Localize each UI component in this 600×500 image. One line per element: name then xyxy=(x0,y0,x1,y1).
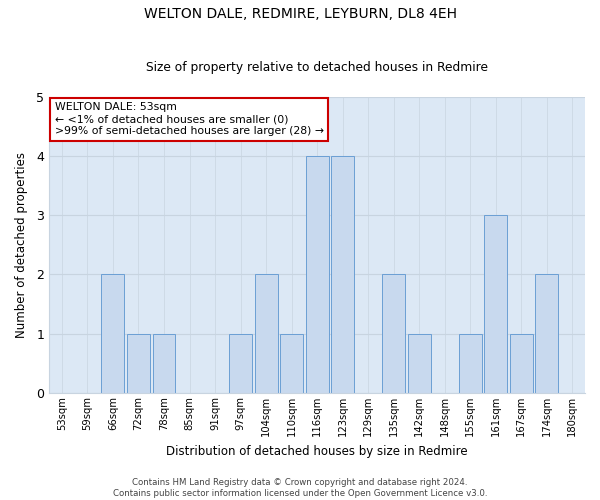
Bar xyxy=(305,156,329,393)
Bar xyxy=(254,274,278,393)
Bar xyxy=(407,334,431,393)
Bar xyxy=(229,334,252,393)
Bar xyxy=(535,274,558,393)
Bar xyxy=(280,334,303,393)
Text: Contains HM Land Registry data © Crown copyright and database right 2024.
Contai: Contains HM Land Registry data © Crown c… xyxy=(113,478,487,498)
Bar xyxy=(127,334,150,393)
Text: WELTON DALE, REDMIRE, LEYBURN, DL8 4EH: WELTON DALE, REDMIRE, LEYBURN, DL8 4EH xyxy=(143,8,457,22)
X-axis label: Distribution of detached houses by size in Redmire: Distribution of detached houses by size … xyxy=(166,444,468,458)
Bar xyxy=(382,274,405,393)
Bar xyxy=(510,334,533,393)
Bar xyxy=(101,274,124,393)
Bar xyxy=(152,334,175,393)
Bar xyxy=(459,334,482,393)
Y-axis label: Number of detached properties: Number of detached properties xyxy=(15,152,28,338)
Text: WELTON DALE: 53sqm
← <1% of detached houses are smaller (0)
>99% of semi-detache: WELTON DALE: 53sqm ← <1% of detached hou… xyxy=(55,102,323,136)
Title: Size of property relative to detached houses in Redmire: Size of property relative to detached ho… xyxy=(146,62,488,74)
Bar xyxy=(484,215,507,393)
Bar xyxy=(331,156,354,393)
